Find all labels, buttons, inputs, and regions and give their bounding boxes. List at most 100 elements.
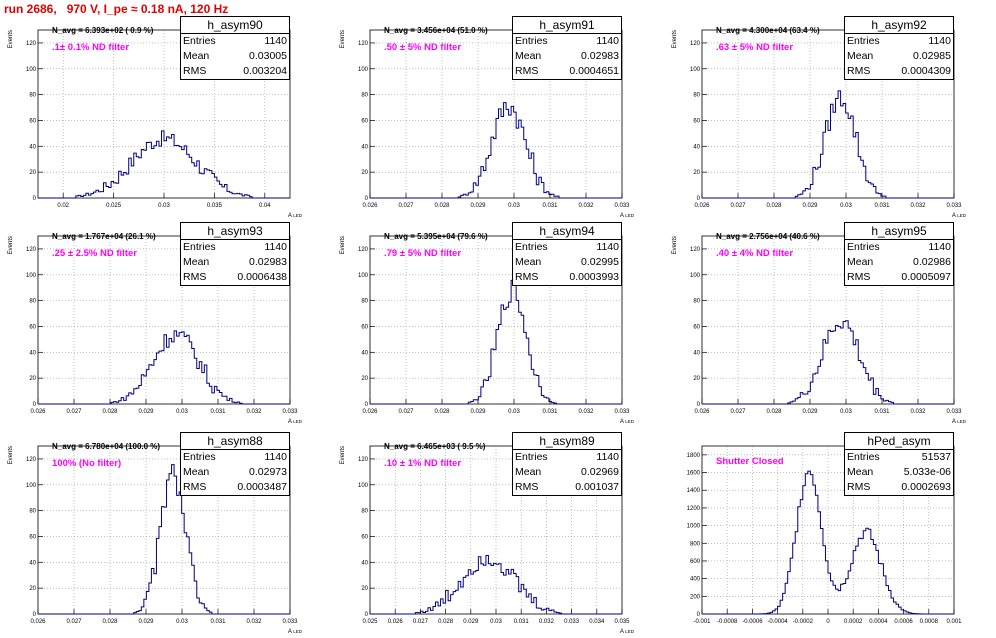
x-tick-label: 0.027 (398, 409, 414, 415)
y-tick-label: 40 (361, 144, 368, 150)
histogram-name: h_asym89 (513, 433, 621, 450)
mean-row: Mean 5.033e-06 (845, 465, 953, 480)
y-tick-label: 80 (361, 299, 368, 305)
rms-row: RMS 0.0006438 (181, 270, 289, 285)
rms-label: RMS (515, 481, 539, 493)
x-tick-label: 0.025 (106, 203, 122, 209)
mean-label: Mean (847, 256, 874, 268)
x-tick-label: 0.035 (614, 619, 630, 625)
filter-label: 100% (No filter) (52, 458, 122, 469)
x-tick-label: 0.026 (362, 409, 378, 415)
rms-value: 0.0003487 (237, 481, 287, 493)
y-tick-label: 20 (29, 170, 36, 176)
x-tick-label: 0.026 (30, 619, 46, 625)
y-tick-label: 0 (33, 402, 37, 408)
y-tick-label: 40 (361, 560, 368, 566)
y-tick-label: 1000 (687, 524, 701, 530)
x-tick-label: 0.032 (910, 203, 926, 209)
entries-label: Entries (515, 241, 548, 253)
y-tick-label: 80 (693, 299, 700, 305)
x-tick-label: 0.03 (158, 203, 170, 209)
rms-row: RMS 0.0003993 (513, 270, 621, 285)
rms-value: 0.0002693 (901, 481, 951, 493)
x-tick-label: 0.001 (946, 619, 962, 625)
y-tick-label: 20 (361, 170, 368, 176)
y-tick-label: 120 (358, 247, 369, 253)
y-tick-label: 1800 (687, 453, 701, 459)
y-tick-label: 120 (690, 247, 701, 253)
x-axis-title: A LED (620, 419, 635, 425)
rms-row: RMS 0.001037 (513, 480, 621, 495)
stats-box: h_asym91 Entries 1140 Mean 0.02983 RMS 0.00046… (512, 16, 622, 80)
y-axis-title: Events (340, 30, 346, 48)
entries-row: Entries 1140 (181, 34, 289, 49)
y-tick-label: 60 (29, 324, 36, 330)
rms-label: RMS (515, 271, 539, 283)
navg-label: N_avg = 5.395e+04 (79.6 %) (384, 232, 488, 241)
y-tick-label: 80 (29, 93, 36, 99)
entries-row: Entries 51537 (845, 450, 953, 465)
entries-label: Entries (847, 241, 880, 253)
x-axis-title: A LED (620, 629, 635, 635)
x-tick-label: 0.031 (210, 409, 226, 415)
x-tick-label: 0.032 (246, 409, 262, 415)
rms-value: 0.001037 (575, 481, 619, 493)
y-tick-label: 80 (29, 509, 36, 515)
histogram-name: h_asym88 (181, 433, 289, 450)
x-tick-label: 0.031 (210, 619, 226, 625)
y-tick-label: 20 (29, 586, 36, 592)
x-tick-label: 0.027 (413, 619, 429, 625)
y-tick-label: 0 (365, 402, 369, 408)
x-tick-label: 0.029 (802, 203, 818, 209)
y-tick-label: 20 (361, 586, 368, 592)
x-tick-label: 0.031 (542, 409, 558, 415)
rms-value: 0.003204 (243, 65, 287, 77)
x-axis-title: A LED (952, 213, 967, 219)
mean-label: Mean (183, 466, 210, 478)
navg-label: N_avg = 2.756e+04 (40.6 %) (716, 232, 820, 241)
x-tick-label: 0.033 (614, 203, 630, 209)
y-tick-label: 40 (693, 144, 700, 150)
y-tick-label: 120 (26, 457, 37, 463)
entries-label: Entries (847, 451, 880, 463)
rms-value: 0.0003993 (569, 271, 619, 283)
entries-row: Entries 1140 (513, 450, 621, 465)
x-tick-label: 0.03 (176, 409, 188, 415)
entries-row: Entries 1140 (845, 34, 953, 49)
y-tick-label: 100 (26, 273, 37, 279)
x-tick-label: -0.0006 (742, 619, 763, 625)
plot-frame (37, 445, 291, 615)
y-tick-label: 120 (690, 41, 701, 47)
y-tick-label: 20 (29, 376, 36, 382)
entries-value: 1140 (928, 35, 951, 47)
y-tick-label: 40 (29, 144, 36, 150)
mean-label: Mean (847, 466, 874, 478)
entries-value: 1140 (596, 241, 619, 253)
mean-label: Mean (515, 50, 542, 62)
x-tick-label: -0.0008 (717, 619, 738, 625)
y-tick-label: 1400 (687, 488, 701, 494)
navg-label: N_avg = 6.465e+03 ( 9.5 %) (384, 442, 486, 451)
entries-label: Entries (515, 451, 548, 463)
y-tick-label: 600 (690, 559, 701, 565)
histogram-panel: 0.026 0.027 0.028 0.029 0.03 0.031 0.032 0.033 0… (332, 222, 664, 428)
y-axis-title: Events (672, 30, 678, 48)
x-tick-label: 0.029 (138, 409, 154, 415)
histogram-line (38, 330, 290, 405)
y-tick-label: 20 (361, 376, 368, 382)
mean-value: 5.033e-06 (903, 466, 951, 478)
histogram-panel: 0.025 0.026 0.027 0.028 0.029 0.03 0.031 0.032 0… (332, 432, 664, 638)
x-tick-label: 0.029 (463, 619, 479, 625)
histogram-line (370, 554, 622, 615)
rms-label: RMS (847, 271, 871, 283)
x-tick-label: 0.028 (766, 409, 782, 415)
y-tick-label: 100 (26, 67, 37, 73)
rms-row: RMS 0.0004651 (513, 64, 621, 79)
x-tick-label: 0.03 (840, 203, 852, 209)
entries-label: Entries (183, 451, 216, 463)
x-tick-label: 0.03 (508, 409, 520, 415)
mean-value: 0.02973 (249, 466, 287, 478)
x-tick-label: 0.032 (246, 619, 262, 625)
histogram-panel: 0.026 0.027 0.028 0.029 0.03 0.031 0.032 0.033 0… (664, 222, 996, 428)
y-axis-title: Events (340, 236, 346, 254)
